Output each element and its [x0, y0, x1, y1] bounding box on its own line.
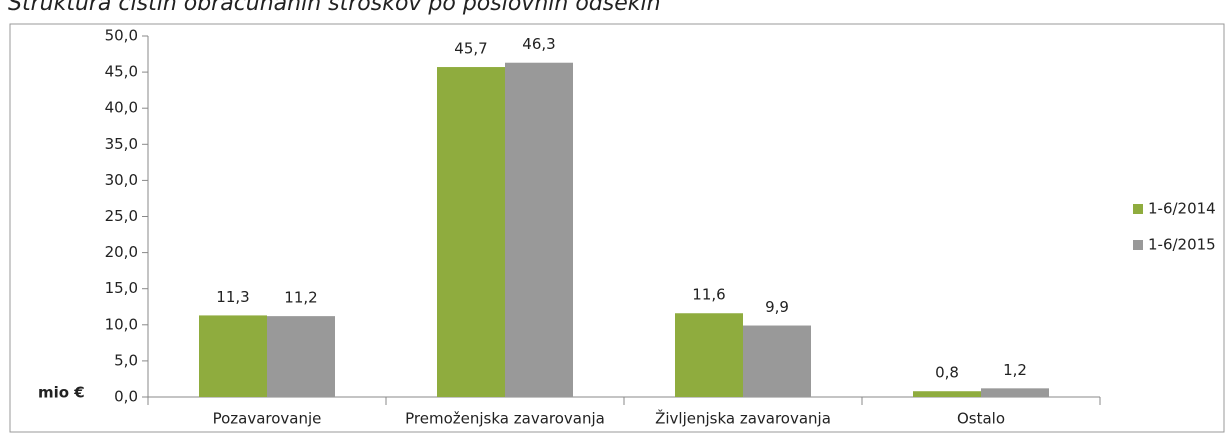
y-tick-label: 45,0 — [105, 63, 138, 81]
x-tick-label: Življenjska zavarovanja — [655, 409, 831, 428]
y-tick-label: 15,0 — [105, 279, 138, 297]
y-tick-label: 0,0 — [114, 388, 138, 406]
bar — [505, 62, 573, 398]
bar — [743, 325, 811, 397]
value-label: 0,8 — [935, 364, 959, 382]
value-label: 1,2 — [1003, 361, 1027, 379]
value-label: 11,3 — [216, 288, 249, 306]
y-tick-label: 25,0 — [105, 207, 138, 225]
chart-title: Struktura čistih obračunanih stroškov po… — [8, 0, 661, 16]
value-label: 11,2 — [284, 289, 317, 307]
bar — [913, 391, 981, 397]
y-tick-label: 30,0 — [105, 171, 138, 189]
bar — [267, 316, 335, 397]
y-tick-label: 35,0 — [105, 135, 138, 153]
value-label: 45,7 — [454, 40, 487, 58]
bar — [199, 315, 267, 397]
value-label: 46,3 — [522, 35, 555, 53]
chart-frame — [9, 23, 1225, 433]
bar — [437, 67, 505, 398]
y-tick-label: 10,0 — [105, 315, 138, 333]
legend-label: 1-6/2014 — [1148, 200, 1216, 218]
legend-label: 1-6/2015 — [1148, 236, 1216, 254]
y-tick-label: 50,0 — [105, 27, 138, 45]
y-axis-label: mio € — [38, 384, 85, 402]
y-tick-label: 5,0 — [114, 351, 138, 369]
bar — [675, 313, 743, 397]
y-tick-label: 40,0 — [105, 99, 138, 117]
legend-swatch — [1133, 240, 1143, 250]
y-tick-label: 20,0 — [105, 243, 138, 261]
value-label: 11,6 — [692, 286, 725, 304]
x-tick-label: Ostalo — [957, 410, 1005, 428]
value-label: 9,9 — [765, 298, 789, 316]
x-tick-label: Pozavarovanje — [213, 410, 322, 428]
bar — [981, 388, 1049, 397]
x-tick-label: Premoženjska zavarovanja — [405, 410, 605, 428]
legend-swatch — [1133, 204, 1143, 214]
